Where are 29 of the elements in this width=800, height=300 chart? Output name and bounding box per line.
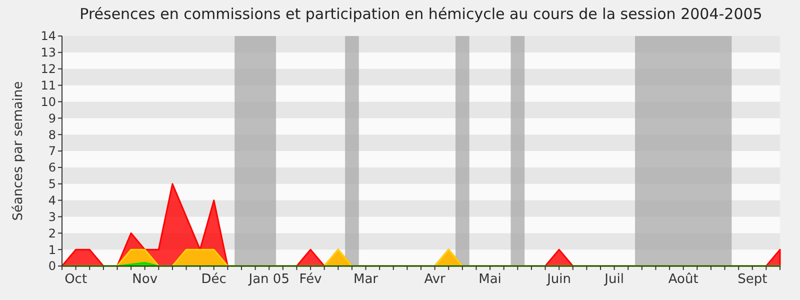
- x-tick-label: Jan 05: [248, 272, 290, 287]
- x-tick-label: Mai: [478, 272, 502, 287]
- x-tick-label: Sept: [738, 272, 768, 287]
- y-tick-label: 10: [40, 94, 56, 109]
- x-tick-label: Fév: [299, 272, 322, 287]
- y-tick-label: 11: [40, 78, 56, 92]
- chart-title: Présences en commissions et participation en hémicycle au cours de la session 2004-2005: [80, 5, 762, 23]
- x-tick-label: Août: [668, 272, 698, 287]
- y-tick-label: 14: [40, 29, 56, 44]
- x-tick-label: Juil: [604, 272, 624, 287]
- y-tick-label: 1: [48, 242, 56, 257]
- x-tick-label: Nov: [132, 272, 158, 287]
- y-tick-label: 8: [48, 128, 56, 142]
- x-tick-label: Juin: [546, 272, 572, 287]
- y-tick-label: 2: [48, 226, 56, 240]
- x-tick-label: Avr: [424, 272, 446, 287]
- y-tick-label: 7: [48, 144, 56, 158]
- y-axis-title: Séances par semaine: [11, 81, 26, 221]
- y-tick-label: 6: [48, 160, 56, 175]
- y-tick-label: 4: [48, 193, 56, 208]
- x-tick-label: Mar: [354, 272, 379, 287]
- y-tick-label: 0: [48, 259, 56, 274]
- x-tick-label: Oct: [64, 272, 88, 287]
- y-tick-label: 9: [48, 111, 56, 126]
- y-tick-label: 3: [48, 210, 56, 224]
- y-tick-label: 12: [40, 62, 56, 76]
- y-tick-label: 13: [40, 46, 56, 60]
- y-tick-label: 5: [48, 177, 56, 192]
- x-tick-label: Déc: [201, 272, 226, 287]
